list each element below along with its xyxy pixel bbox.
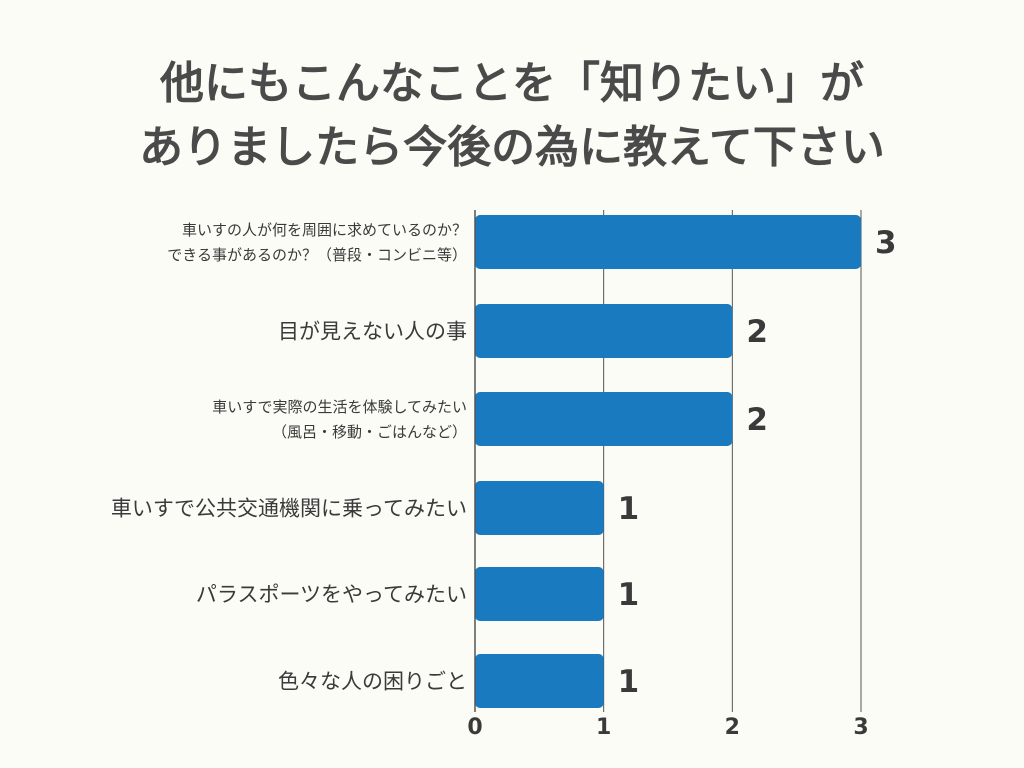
category-label: 目が見えない人の事 — [278, 320, 467, 344]
x-tick-label: 3 — [853, 715, 868, 740]
chart-title-line-1: 他にもこんなことを「知りたい」が — [160, 58, 864, 109]
category-label: 車いすで公共交通機関に乗ってみたい — [111, 497, 467, 521]
data-label: 1 — [618, 577, 640, 613]
chart-title: 他にもこんなことを「知りたい」が ありましたら今後の為に教えて下さい — [0, 52, 1024, 180]
bar — [475, 304, 733, 358]
category-label: パラスポーツをやってみたい — [196, 583, 467, 607]
category-label: できる事があるのか？（普段・コンビニ等） — [167, 246, 467, 264]
x-tick-label: 2 — [725, 715, 740, 740]
category-label: 車いすで実際の生活を体験してみたい — [212, 398, 467, 416]
x-tick-label: 1 — [596, 715, 611, 740]
bar — [475, 567, 604, 621]
category-label: 色々な人の困りごと — [278, 670, 467, 694]
data-label: 2 — [746, 314, 768, 350]
chart-title-line-2: ありましたら今後の為に教えて下さい — [139, 122, 885, 173]
category-label: （風呂・移動・ごはんなど） — [272, 423, 467, 441]
bar — [475, 654, 604, 708]
category-label: 車いすの人が何を周囲に求めているのか？ — [182, 221, 467, 239]
data-label: 1 — [618, 491, 640, 527]
bar — [475, 392, 733, 446]
data-label: 3 — [875, 225, 897, 261]
bar — [475, 215, 861, 269]
x-tick-label: 0 — [467, 715, 482, 740]
data-label: 2 — [746, 402, 768, 438]
bar — [475, 481, 604, 535]
data-label: 1 — [618, 664, 640, 700]
